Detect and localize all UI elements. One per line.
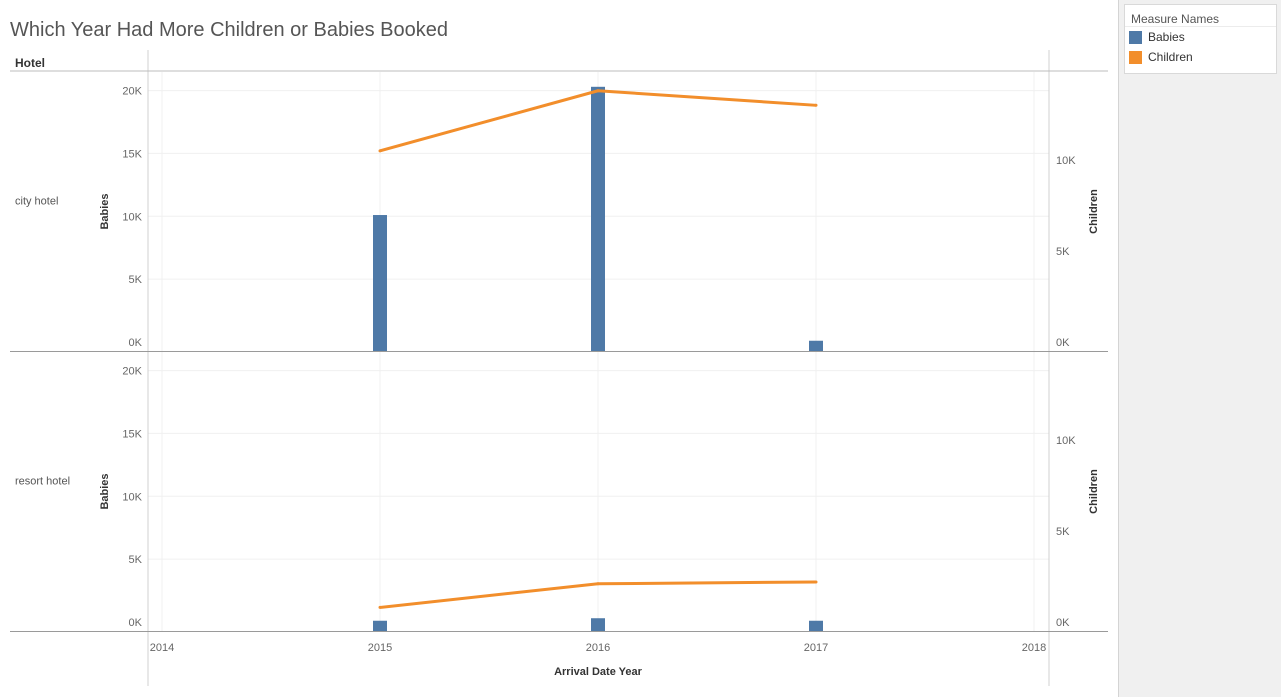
left-tick-label: 10K [122,491,142,503]
row-label: resort hotel [15,476,70,488]
right-axis-title: Children [1088,469,1100,514]
legend-label-children: Children [1148,50,1193,64]
point-children [814,580,818,584]
row-header: Hotel [15,56,45,70]
right-tick-label: 5K [1056,526,1070,538]
bar-babies [809,620,823,631]
x-tick-label: 2017 [804,642,828,654]
left-tick-label: 0K [129,617,143,629]
legend-swatch-children [1129,50,1142,64]
left-tick-label: 20K [122,86,142,98]
left-axis-title: Babies [99,193,111,229]
point-children [596,89,600,93]
right-tick-label: 0K [1056,337,1070,349]
x-tick-label: 2016 [586,642,610,654]
x-axis-title: Arrival Date Year [554,666,643,678]
point-children [378,605,382,609]
x-tick-label: 2015 [368,642,392,654]
bar-babies [373,620,387,631]
point-children [378,149,382,153]
left-tick-label: 5K [129,274,143,286]
bar-babies [591,86,605,352]
right-axis-title: Children [1088,189,1100,234]
right-tick-label: 0K [1056,617,1070,629]
legend-label-babies: Babies [1148,30,1185,44]
legend-title: Measure Names [1125,5,1276,27]
bar-babies [373,215,387,351]
bar-babies [591,618,605,631]
chart-area: Which Year Had More Children or Babies B… [0,0,1119,697]
x-tick-label: 2018 [1022,642,1046,654]
left-tick-label: 10K [122,211,142,223]
left-tick-label: 5K [129,554,143,566]
legend-swatch-babies [1129,30,1142,44]
right-tick-label: 10K [1056,155,1076,167]
bar-babies [809,340,823,351]
left-tick-label: 0K [129,337,143,349]
point-children [814,103,818,107]
right-tick-label: 10K [1056,435,1076,447]
legend-item-children[interactable]: Children [1125,47,1276,67]
right-tick-label: 5K [1056,246,1070,258]
chart-title: Which Year Had More Children or Babies B… [10,19,448,41]
left-tick-label: 15K [122,428,142,440]
left-tick-label: 15K [122,148,142,160]
row-label: city hotel [15,196,58,208]
left-tick-label: 20K [122,366,142,378]
x-tick-label: 2014 [150,642,174,654]
point-children [596,582,600,586]
chart-svg: Which Year Had More Children or Babies B… [10,19,1108,686]
legend: Measure Names Babies Children [1124,4,1277,74]
left-axis-title: Babies [99,473,111,509]
legend-item-babies[interactable]: Babies [1125,27,1276,47]
